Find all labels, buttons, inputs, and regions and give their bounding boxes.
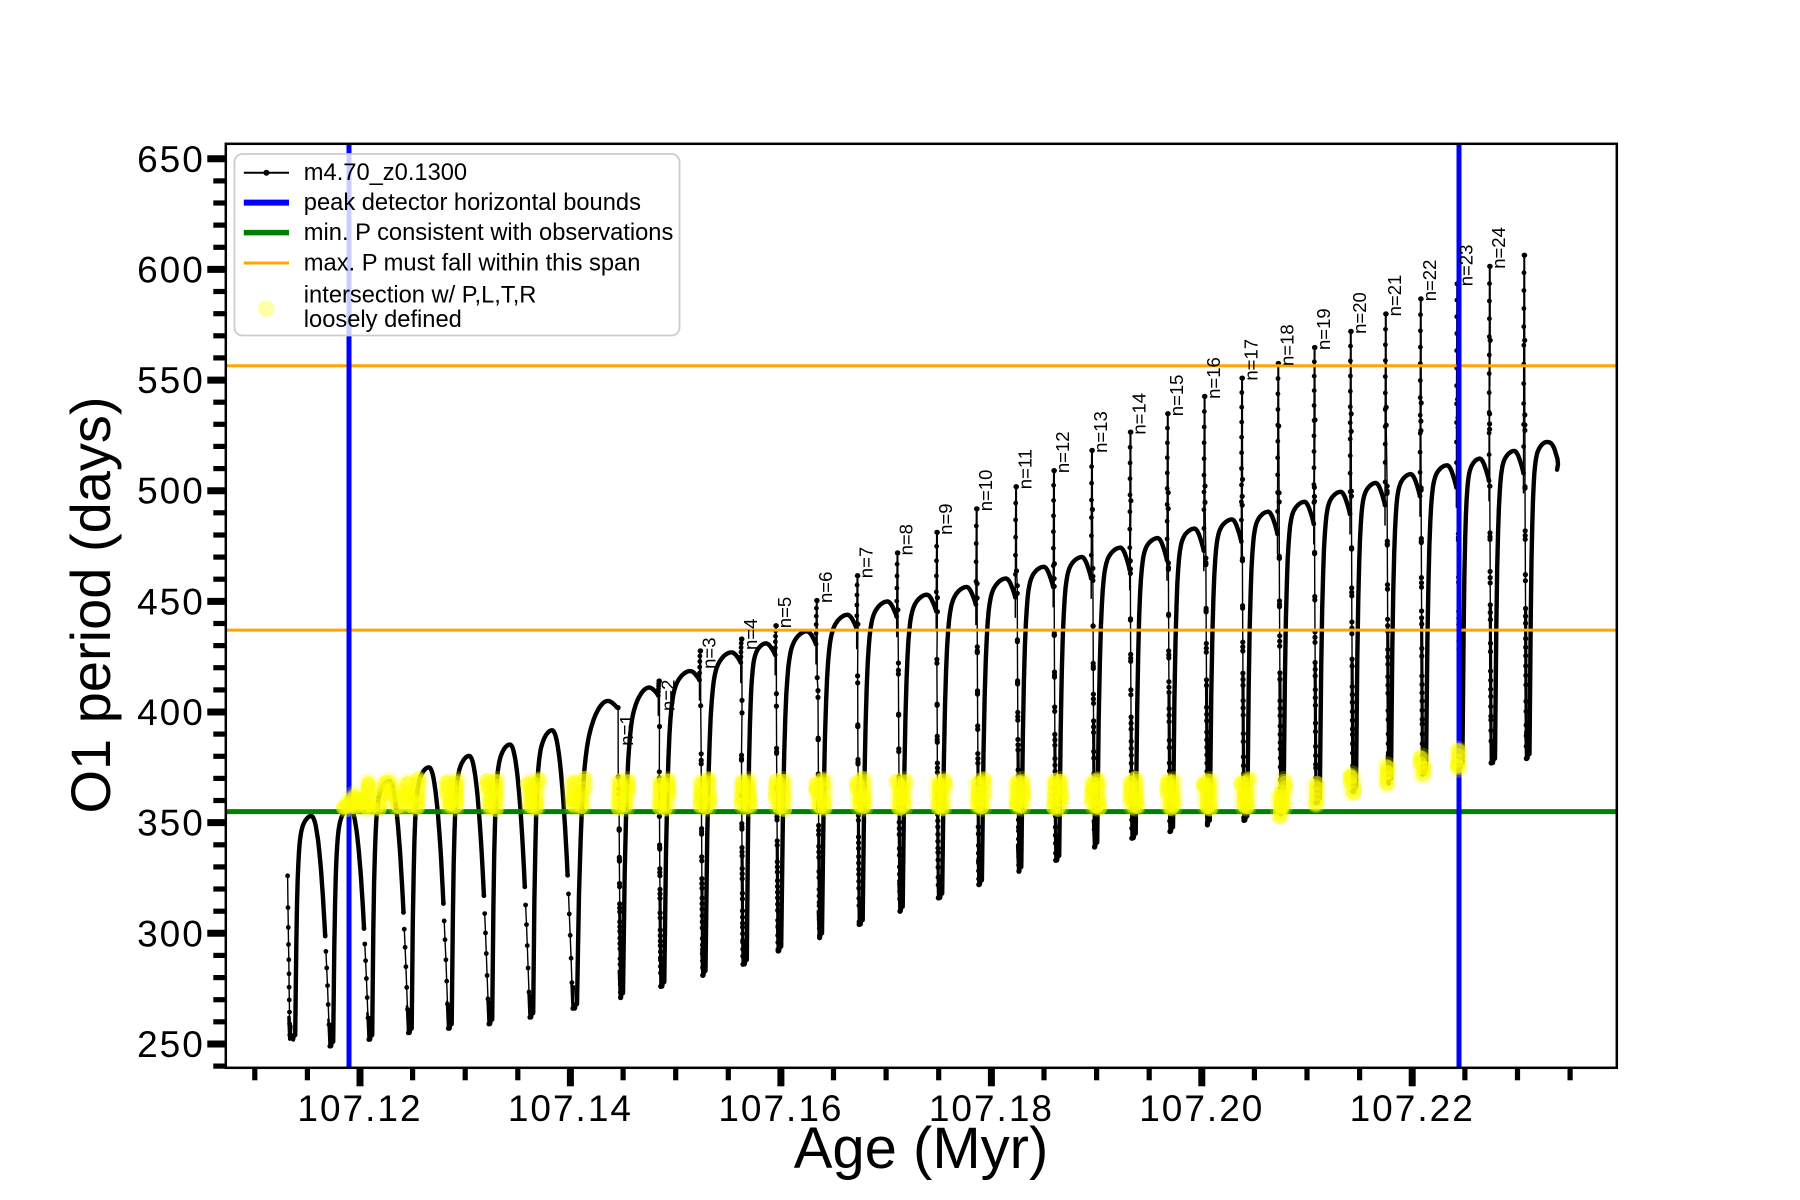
svg-text:107.20: 107.20	[1139, 1088, 1264, 1129]
svg-text:n=16: n=16	[1203, 357, 1224, 399]
svg-text:m4.70_z0.1300: m4.70_z0.1300	[304, 160, 467, 186]
svg-text:500: 500	[137, 471, 205, 512]
svg-text:peak detector horizontal bound: peak detector horizontal bounds	[304, 190, 641, 216]
svg-text:450: 450	[137, 581, 205, 622]
svg-text:107.22: 107.22	[1350, 1088, 1475, 1129]
svg-text:n=1: n=1	[616, 714, 637, 745]
svg-text:n=24: n=24	[1488, 227, 1509, 269]
svg-text:n=19: n=19	[1313, 308, 1334, 350]
svg-text:n=12: n=12	[1052, 431, 1073, 473]
svg-text:n=18: n=18	[1277, 324, 1298, 366]
svg-text:400: 400	[137, 692, 205, 733]
svg-text:n=7: n=7	[856, 547, 877, 578]
svg-text:n=14: n=14	[1129, 393, 1150, 435]
svg-text:300: 300	[137, 913, 205, 954]
svg-text:107.14: 107.14	[508, 1088, 633, 1129]
svg-text:max. P must fall within this s: max. P must fall within this span	[304, 251, 641, 277]
svg-text:n=11: n=11	[1014, 449, 1035, 489]
svg-text:n=13: n=13	[1090, 411, 1111, 453]
svg-text:n=6: n=6	[815, 572, 836, 603]
svg-text:Age (Myr): Age (Myr)	[794, 1116, 1049, 1181]
svg-text:250: 250	[137, 1024, 205, 1065]
svg-text:350: 350	[137, 803, 205, 844]
svg-text:min. P consistent with observa: min. P consistent with observations	[304, 220, 674, 246]
svg-text:n=5: n=5	[774, 597, 795, 628]
svg-text:n=15: n=15	[1166, 375, 1187, 417]
svg-text:loosely defined: loosely defined	[304, 307, 462, 333]
svg-text:n=3: n=3	[699, 638, 720, 669]
svg-text:n=23: n=23	[1455, 245, 1476, 287]
svg-text:107.16: 107.16	[718, 1088, 843, 1129]
svg-text:107.18: 107.18	[929, 1088, 1054, 1129]
svg-text:650: 650	[137, 139, 205, 180]
svg-text:n=8: n=8	[896, 524, 917, 555]
svg-text:n=9: n=9	[935, 503, 956, 534]
svg-text:n=20: n=20	[1349, 292, 1370, 334]
svg-text:n=4: n=4	[740, 619, 761, 650]
svg-text:n=2: n=2	[657, 680, 678, 711]
svg-text:n=21: n=21	[1384, 275, 1405, 317]
svg-text:n=10: n=10	[975, 470, 996, 512]
svg-text:intersection w/ P,L,T,R: intersection w/ P,L,T,R	[304, 282, 537, 308]
svg-text:n=17: n=17	[1240, 339, 1261, 381]
svg-text:107.12: 107.12	[297, 1088, 422, 1129]
svg-text:n=22: n=22	[1419, 260, 1440, 302]
svg-text:O1 period (days): O1 period (days)	[59, 396, 122, 813]
svg-text:550: 550	[137, 360, 205, 401]
svg-text:600: 600	[137, 249, 205, 290]
